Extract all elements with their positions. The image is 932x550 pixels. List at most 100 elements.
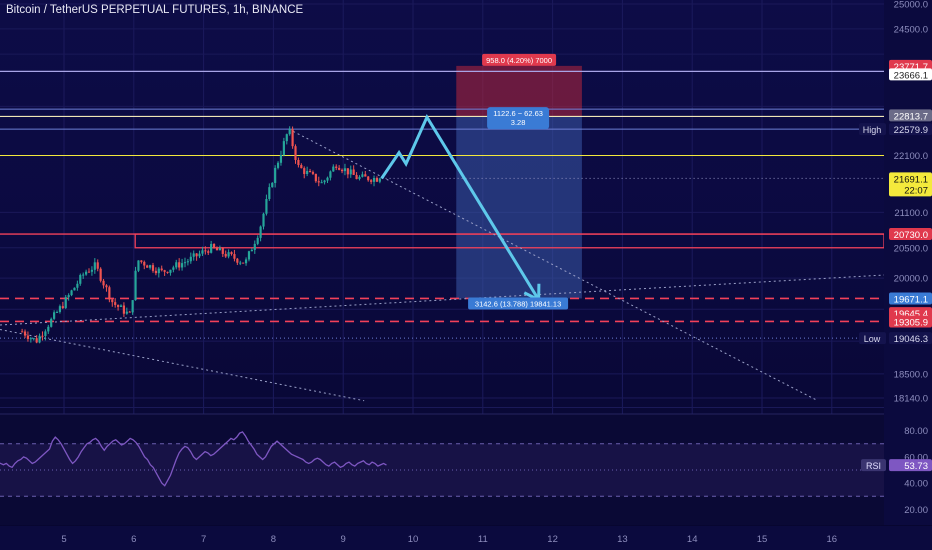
candle-up: [29, 338, 32, 340]
stop-label-bg: [482, 53, 557, 66]
low-tag: Low: [864, 334, 881, 344]
candle-up: [349, 169, 352, 175]
low-tag-bg: [859, 332, 886, 345]
tag-high-bg: [889, 123, 932, 136]
candle-down: [140, 260, 143, 262]
price-tick-label: 20500.0: [894, 243, 928, 254]
candle-up: [329, 171, 332, 178]
candle-up: [67, 295, 70, 298]
candle-up: [250, 249, 253, 252]
candle-up: [180, 263, 184, 268]
candle-up: [192, 253, 195, 257]
rsi-tick-label: 40.00: [904, 479, 928, 490]
candle-up: [259, 226, 262, 238]
rsi-line: [0, 431, 387, 487]
candle-up: [119, 305, 123, 307]
tag-22813-bg: [889, 109, 932, 122]
candle-up: [358, 176, 361, 180]
tag-19305: 19305.9: [894, 317, 928, 328]
candle-down: [335, 166, 338, 168]
candle-down: [303, 168, 306, 174]
candle-up: [247, 251, 251, 260]
time-tick-label: 5: [61, 534, 66, 545]
entry-label-bg: [487, 107, 550, 130]
price-tick-label: 18500.0: [894, 369, 928, 380]
tag-19645: 19645.4: [894, 309, 928, 320]
candle-down: [352, 169, 355, 175]
position-zones: [456, 65, 582, 299]
rsi-value-tag-bg: [889, 459, 932, 472]
candle-up: [93, 262, 96, 270]
candle-down: [370, 180, 373, 182]
candle-up: [125, 311, 128, 314]
candle-down: [114, 302, 117, 305]
candle-down: [128, 311, 131, 313]
candle-down: [35, 338, 38, 343]
candle-up: [276, 162, 280, 168]
candle-down: [23, 331, 27, 336]
time-tick-label: 13: [617, 534, 628, 545]
candle-down: [105, 285, 108, 288]
candle-down: [143, 261, 146, 266]
candle-up: [265, 198, 268, 214]
candle-up: [90, 269, 94, 272]
candle-down: [308, 170, 312, 173]
candle-up: [282, 141, 285, 156]
tag-19671: 19671.1: [894, 294, 928, 305]
candle-up: [79, 275, 82, 284]
candle-up: [306, 170, 309, 174]
candle-up: [50, 318, 53, 327]
price-tick-label: 25000.0: [894, 0, 928, 11]
candle-down: [233, 254, 236, 259]
candle-down: [297, 159, 300, 166]
time-tick-label: 12: [547, 534, 558, 545]
tag-23666: 23666.1: [894, 70, 928, 81]
candle-down: [163, 270, 166, 272]
candle-down: [26, 335, 30, 339]
candle-up: [378, 178, 381, 182]
candle-up: [32, 338, 35, 340]
candle-down: [314, 173, 317, 182]
tag-19305-bg: [889, 315, 932, 328]
tag-current-bg: [889, 172, 932, 197]
current-time-label: 22:07: [904, 185, 928, 196]
candle-down: [221, 247, 224, 254]
tag-low-bg: [889, 332, 932, 345]
time-axis[interactable]: 5 6 7 8 9 10 11 12 13 14 15 16: [0, 526, 932, 550]
descending-trendline: [288, 128, 819, 402]
candle-down: [146, 265, 149, 268]
candle-up: [134, 270, 137, 301]
candle-up: [73, 287, 76, 291]
price-axis-bg: [884, 0, 932, 525]
candle-up: [137, 260, 140, 271]
tag-low: 19046.3: [894, 334, 928, 345]
candle-up: [85, 271, 88, 275]
rsi-pane: [0, 413, 932, 525]
candle-up: [279, 155, 283, 163]
price-axis[interactable]: 25000.0 24500.0 22100.0 21100.0 20500.0 20000…: [859, 0, 932, 525]
candle-down: [346, 168, 349, 175]
candle-up: [323, 180, 326, 183]
candle-down: [236, 258, 239, 263]
candle-down: [108, 287, 111, 300]
candle-down: [311, 172, 315, 174]
candle-down: [102, 280, 105, 286]
candle-down: [355, 174, 358, 180]
candle-up: [227, 252, 230, 257]
time-tick-label: 9: [341, 534, 346, 545]
candle-down: [367, 176, 370, 181]
trendlines: [0, 128, 885, 402]
candle-up: [326, 177, 329, 181]
time-tick-label: 14: [687, 534, 698, 545]
candle-down: [224, 253, 227, 257]
time-tick-label: 11: [478, 534, 488, 545]
take-profit-zone: [456, 116, 582, 299]
stop-label: 958.0 (4.20%) 7000: [486, 56, 552, 65]
tag-high: 22579.9: [894, 125, 928, 136]
candle-down: [207, 251, 210, 253]
candle-up: [253, 243, 256, 250]
rsi-name-tag-bg: [861, 459, 886, 472]
candle-down: [340, 169, 344, 172]
candle-down: [99, 268, 102, 281]
